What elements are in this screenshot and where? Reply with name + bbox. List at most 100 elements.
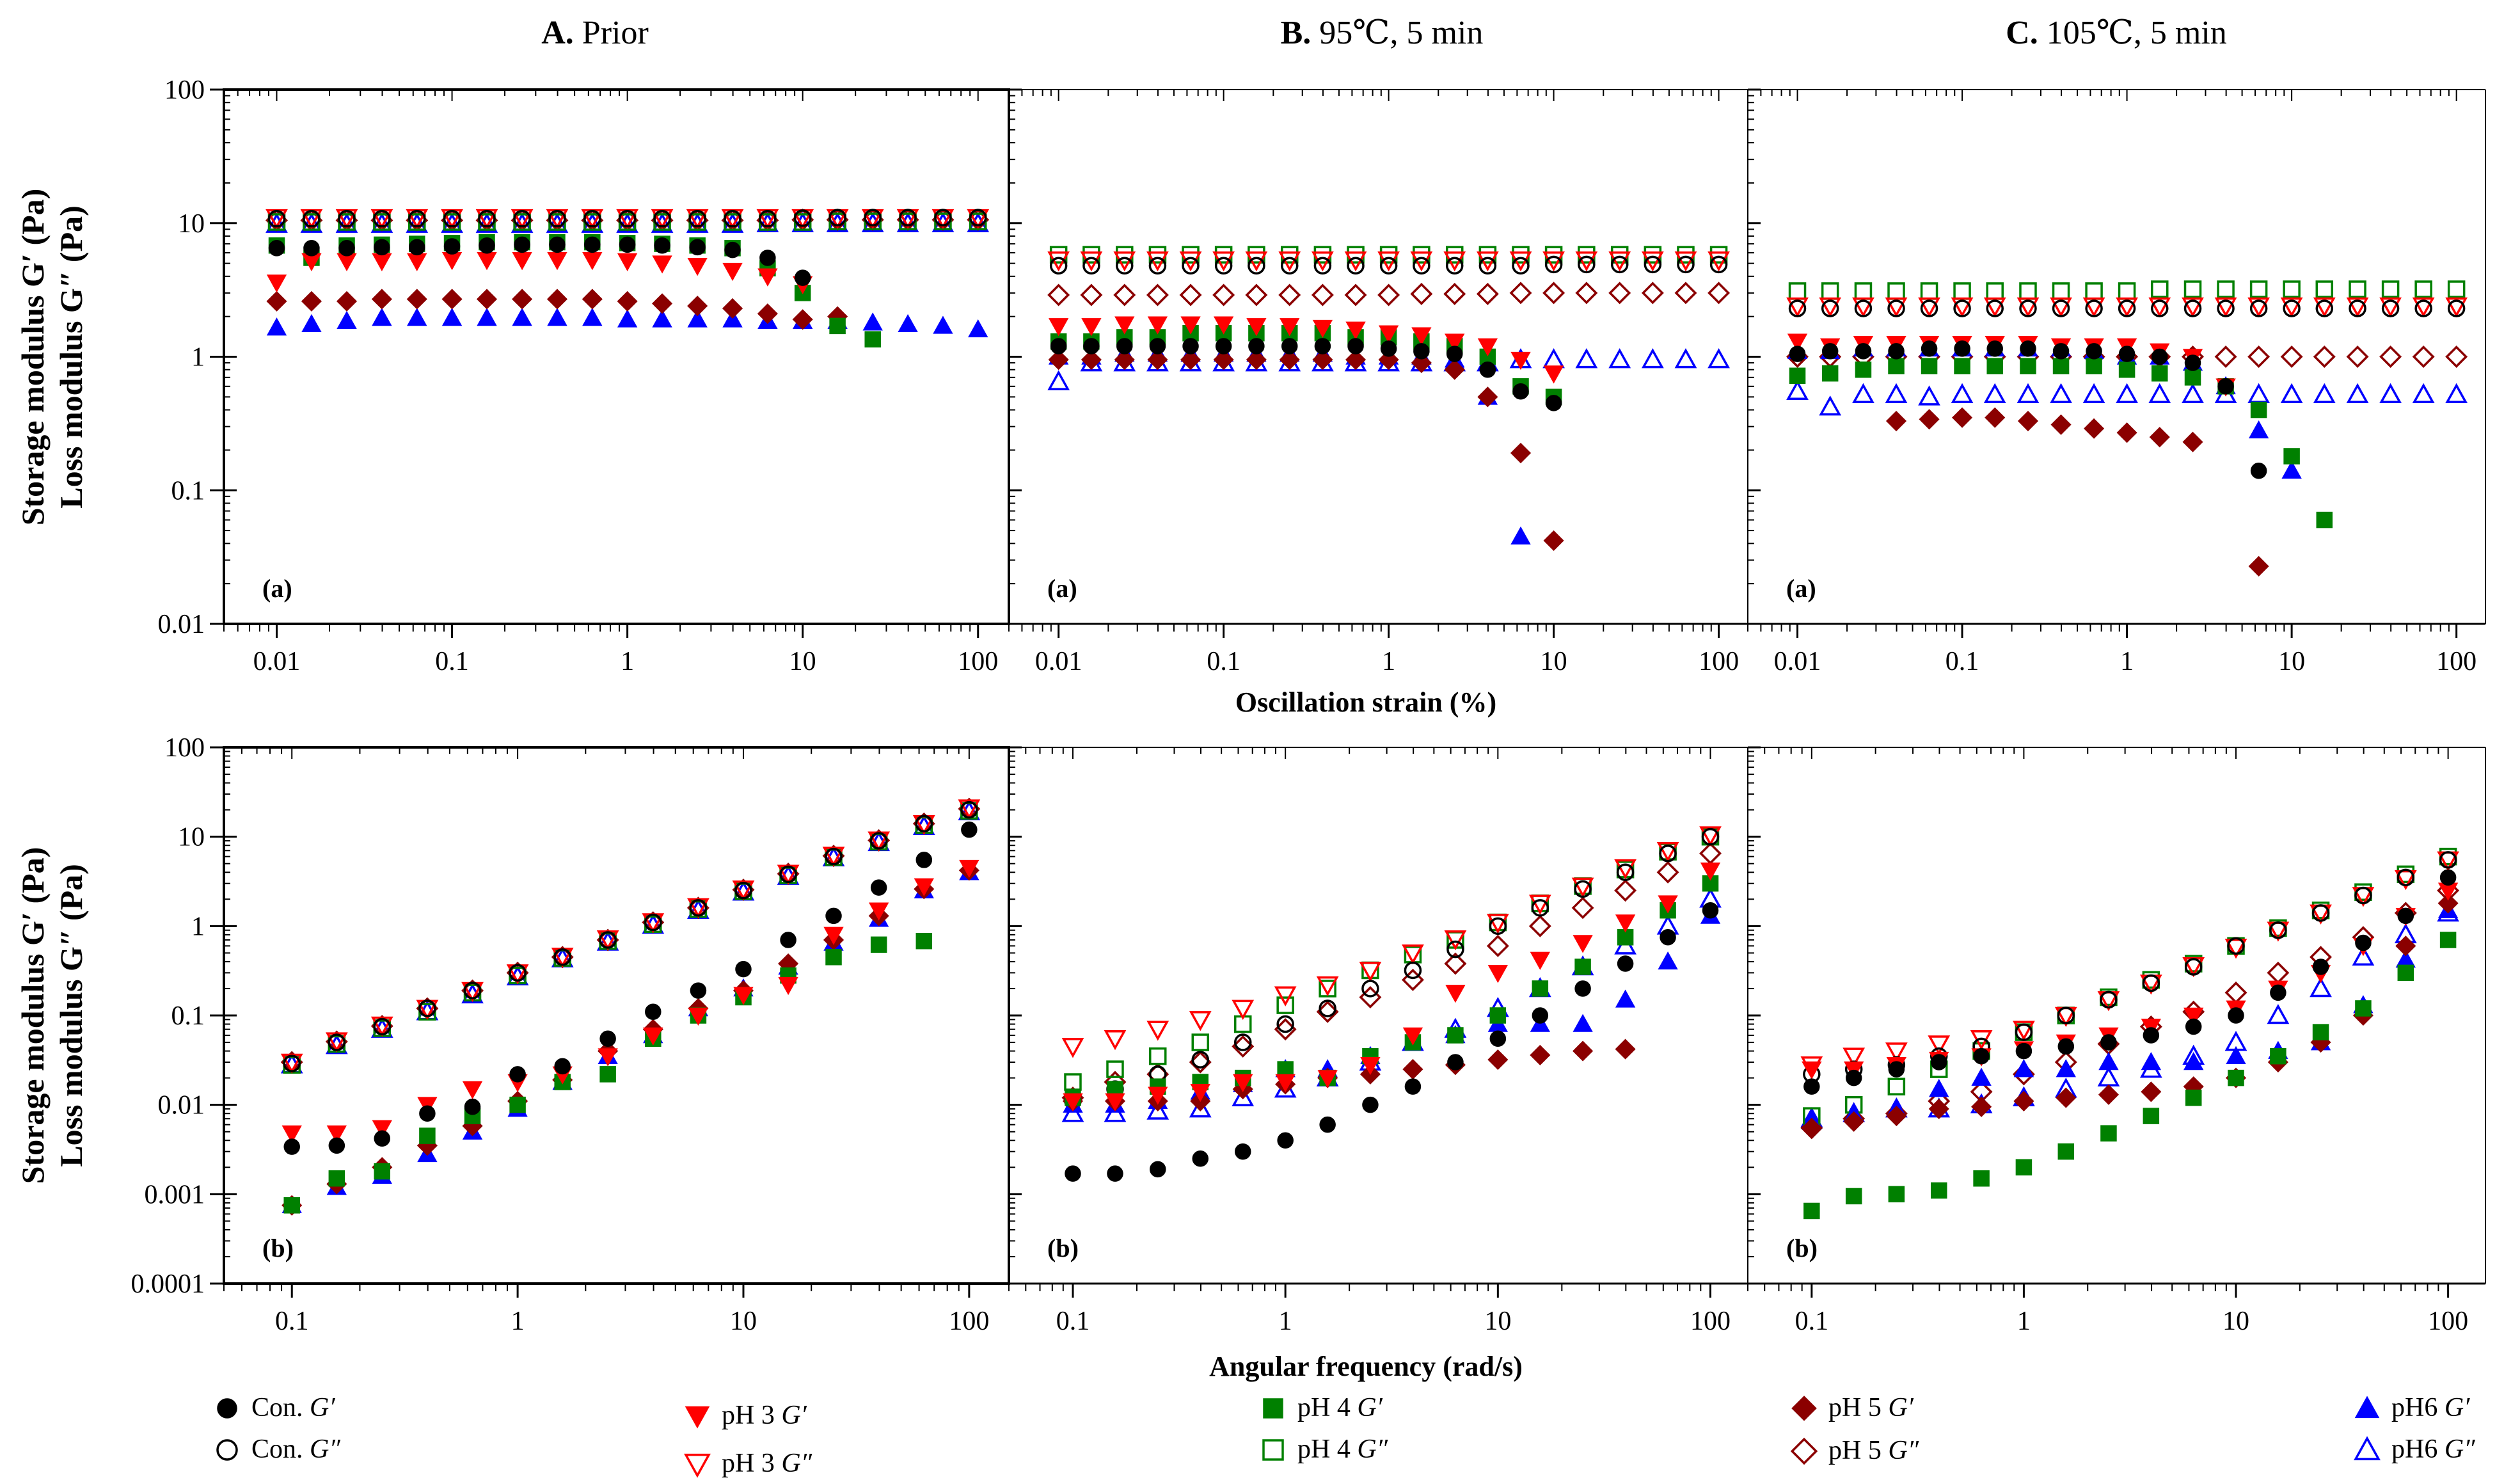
point-conG1 bbox=[1617, 955, 1634, 972]
point-ph6G2 bbox=[1575, 348, 1598, 369]
legend: Con. G′Con. G″pH 3 G′pH 3 G″pH 4 G′pH 4 … bbox=[216, 1393, 2475, 1478]
point-conG2 bbox=[2269, 921, 2287, 939]
point-conG1 bbox=[654, 237, 670, 254]
point-ph4G1 bbox=[2015, 1159, 2033, 1176]
x-tick-label: 10 bbox=[1541, 647, 1567, 676]
y-tick-label: 100 bbox=[164, 733, 205, 763]
point-ph5G2 bbox=[1443, 282, 1466, 305]
point-ph5G2 bbox=[1509, 282, 1532, 305]
point-ph5G1 bbox=[1487, 1049, 1509, 1070]
legend-modulus: G″ bbox=[310, 1435, 340, 1464]
point-ph3G2 bbox=[1885, 1042, 1908, 1063]
point-ph3G1 bbox=[1378, 325, 1399, 344]
point-conG2 bbox=[1701, 827, 1720, 846]
point-ph5G1 bbox=[1180, 349, 1201, 370]
point-ph6G1 bbox=[301, 314, 322, 333]
point-conG1 bbox=[2086, 343, 2102, 360]
legend-modulus: G″ bbox=[1357, 1435, 1388, 1464]
x-tick-label: 0.1 bbox=[1945, 647, 1979, 676]
point-ph4G1 bbox=[829, 317, 846, 335]
point-ph5G2 bbox=[1656, 861, 1679, 884]
point-conG2 bbox=[2397, 868, 2415, 887]
y-tick-label: 100 bbox=[164, 76, 205, 105]
point-ph4G2 bbox=[2217, 280, 2235, 298]
point-ph3G2 bbox=[1146, 1021, 1169, 1041]
point-conG1 bbox=[1277, 1132, 1294, 1149]
point-ph5G1 bbox=[2098, 1084, 2120, 1105]
point-ph3G1 bbox=[582, 252, 603, 271]
point-conG1 bbox=[1986, 340, 2003, 357]
point-conG1 bbox=[961, 821, 978, 838]
point-ph6G1 bbox=[2141, 1052, 2162, 1070]
point-ph4G2 bbox=[1953, 282, 1971, 300]
point-conG1 bbox=[1446, 346, 1463, 362]
x-tick-label: 100 bbox=[1690, 1307, 1731, 1336]
point-ph4G2 bbox=[2381, 280, 2400, 298]
point-ph3G1 bbox=[1246, 318, 1267, 337]
point-ph5G2 bbox=[2346, 346, 2369, 368]
point-ph3G2 bbox=[2050, 297, 2072, 318]
x-tick-label: 0.01 bbox=[1035, 647, 1082, 676]
point-ph5G2 bbox=[1410, 282, 1433, 305]
point-ph3G1 bbox=[868, 902, 889, 921]
point-ph6G2 bbox=[1232, 1086, 1255, 1106]
point-ph4G1 bbox=[1803, 1202, 1820, 1220]
point-ph6G1 bbox=[266, 317, 287, 336]
point-conG2 bbox=[915, 815, 933, 833]
point-ph6G2 bbox=[1146, 1099, 1169, 1120]
point-ph5G2 bbox=[2280, 346, 2303, 368]
panel-top-3-marks bbox=[1786, 280, 2468, 577]
legend-item-ph6G1: pH6 G′ bbox=[2354, 1393, 2470, 1422]
point-ph4G1 bbox=[374, 1163, 391, 1180]
point-conG2 bbox=[828, 209, 846, 227]
point-conG1 bbox=[1248, 338, 1265, 354]
panel-label: (b) bbox=[1786, 1234, 1818, 1262]
point-conG1 bbox=[1149, 338, 1166, 354]
point-ph5G2 bbox=[1080, 283, 1103, 306]
x-axis-title-strain: Oscillation strain (%) bbox=[1235, 687, 1496, 718]
x-tick-label: 100 bbox=[2428, 1307, 2468, 1336]
point-ph6G2 bbox=[1852, 383, 1874, 404]
point-ph5G2 bbox=[2214, 346, 2237, 368]
point-conG2 bbox=[1821, 299, 1839, 317]
point-ph3G2 bbox=[1852, 297, 1874, 318]
point-conG2 bbox=[1413, 257, 1430, 275]
point-conG2 bbox=[1445, 257, 1464, 275]
legend-series-name: pH 5 bbox=[1828, 1436, 1888, 1465]
point-ph4G1 bbox=[2184, 369, 2201, 386]
point-conG2 bbox=[1313, 257, 1332, 275]
point-ph3G2 bbox=[325, 1032, 348, 1053]
point-ph5G1 bbox=[1543, 530, 1564, 551]
point-ph4G2 bbox=[2315, 280, 2334, 298]
point-ph4G1 bbox=[1986, 358, 2003, 374]
point-ph3G2 bbox=[732, 880, 755, 901]
point-conG1 bbox=[780, 932, 796, 948]
legend-modulus: G′ bbox=[781, 1401, 807, 1430]
point-conG1 bbox=[2270, 984, 2286, 1001]
x-tick-label: 0.1 bbox=[1056, 1307, 1090, 1336]
legend-label-ph3G1: pH 3 G′ bbox=[722, 1401, 807, 1430]
point-ph3G2 bbox=[1061, 1038, 1084, 1058]
point-conG1 bbox=[2250, 462, 2267, 479]
point-ph6G1 bbox=[582, 308, 603, 326]
point-ph3G2 bbox=[1542, 251, 1565, 272]
point-conG1 bbox=[2143, 1027, 2160, 1044]
point-ph3G1 bbox=[598, 1048, 618, 1067]
point-ph5G2 bbox=[1699, 842, 1722, 865]
point-ph3G2 bbox=[2313, 297, 2336, 318]
point-conG2 bbox=[408, 210, 426, 228]
point-ph4G1 bbox=[825, 949, 842, 966]
legend-label-ph6G2: pH6 G″ bbox=[2391, 1435, 2475, 1464]
point-conG2 bbox=[509, 964, 527, 982]
point-ph5G1 bbox=[2248, 555, 2269, 577]
legend-series-name: Con. bbox=[251, 1393, 310, 1422]
point-conG1 bbox=[1107, 1165, 1123, 1182]
y-tick-label: 1 bbox=[191, 912, 205, 941]
point-ph4G1 bbox=[1888, 358, 1905, 374]
point-conG1 bbox=[794, 269, 811, 286]
point-conG2 bbox=[2057, 1007, 2075, 1024]
point-ph6G1 bbox=[407, 308, 427, 326]
point-ph6G1 bbox=[1573, 1014, 1593, 1032]
point-ph3G1 bbox=[1658, 895, 1678, 914]
panel-frame-bottom-1 bbox=[223, 746, 1010, 1285]
